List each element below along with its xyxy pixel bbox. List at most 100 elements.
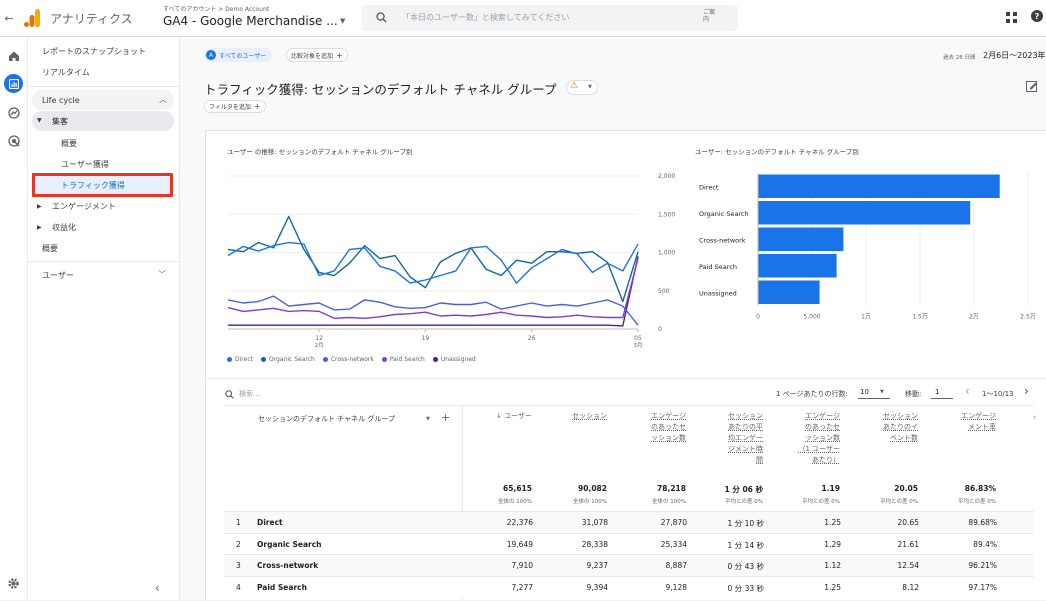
add-dimension-icon[interactable]: + (441, 411, 451, 424)
column-header[interactable]: セッション (572, 412, 607, 420)
explore-icon[interactable] (8, 107, 20, 119)
table-row[interactable]: 3 Cross-network 7,910 9,237 8,887 0 分 43 秒 1.1… (224, 554, 1034, 576)
table-search-input[interactable]: 検索... (239, 390, 260, 398)
add-filter-button[interactable]: フィルタを追加 + (204, 100, 266, 113)
line-chart-title: ユーザー の推移: セッションのデフォルト チャネル グループ別 (227, 148, 413, 156)
bar-cross-network[interactable] (758, 227, 844, 252)
row-rank: 2 (236, 539, 241, 549)
series-line-direct[interactable] (227, 241, 639, 284)
property-dropdown-icon[interactable]: ▼ (340, 17, 346, 25)
help-icon[interactable]: ? (1031, 10, 1043, 22)
column-header[interactable]: エンゲージ のあったセ ッション数 （1 ユーザー あたり） (798, 412, 840, 464)
property-selector[interactable]: GA4 - Google Merchandise ... (163, 14, 338, 28)
series-line-unassigned[interactable] (228, 256, 639, 327)
account-breadcrumb[interactable]: すべてのアカウント > Demo Account (163, 6, 270, 13)
row-cell: 31,078 (581, 518, 608, 527)
home-icon[interactable] (8, 50, 20, 62)
column-header[interactable]: セッション あたりの平 均エンゲー ジメント時間 (728, 412, 763, 464)
legend-item[interactable]: Cross-network (322, 356, 374, 363)
y-tick-label: 500 (658, 288, 670, 295)
column-total-sub: 平均との差 0% (802, 499, 840, 505)
column-header[interactable]: ↓ ユーザー (496, 412, 532, 420)
legend-item[interactable]: Organic Search (260, 356, 315, 363)
nav-overview[interactable]: 概要 (42, 244, 58, 253)
row-cell: 1 分 10 秒 (727, 519, 764, 528)
row-channel-name[interactable]: Organic Search (257, 539, 322, 549)
nav-traffic-acquisition[interactable]: トラフィック獲得 (32, 176, 170, 194)
chevron-down-icon[interactable]: ﹀ (158, 270, 166, 279)
more-columns-icon[interactable]: ↑ (1032, 415, 1038, 422)
row-cell: 7,910 (511, 561, 533, 570)
back-arrow-icon[interactable]: ← (4, 11, 14, 25)
legend-item[interactable]: Unassigned (432, 356, 476, 363)
row-channel-name[interactable]: Direct (257, 518, 283, 527)
bar-paid-search[interactable] (758, 254, 837, 278)
bar-unassigned[interactable] (758, 280, 820, 305)
nav-acquisition-overview[interactable]: 概要 (61, 139, 77, 148)
advertising-icon[interactable] (8, 135, 20, 147)
users-section-header[interactable]: ユーザー (42, 271, 74, 280)
legend-item[interactable]: Paid Search (381, 356, 425, 363)
icon-rail (0, 37, 28, 600)
bar-direct[interactable] (758, 174, 1000, 199)
series-line-cross-network[interactable] (227, 295, 639, 326)
column-header[interactable]: セッション あたりのイ ベント数 (883, 412, 918, 442)
legend-item[interactable]: Direct (227, 356, 253, 363)
edit-report-icon[interactable] (1026, 80, 1038, 92)
goto-input[interactable]: 1 (931, 386, 953, 399)
next-page-icon[interactable]: › (1024, 384, 1029, 398)
add-comparison-button[interactable]: 比較対象を追加 + (286, 48, 348, 62)
line-chart-legend: Direct Organic Search Cross-network Paid Se… (227, 356, 476, 363)
lifecycle-section-header[interactable]: Life cycle ︿ (32, 90, 174, 110)
column-header[interactable]: エンゲージ のあったセ ッション数 (651, 412, 686, 442)
rows-per-page-select[interactable]: 10 ▼ (858, 386, 890, 399)
reports-icon[interactable] (4, 74, 23, 93)
all-users-chip[interactable]: A すべてのユーザー (204, 48, 273, 62)
bar-organic-search[interactable] (758, 201, 971, 225)
series-line-organic-search[interactable] (227, 215, 639, 303)
row-cell: 9,128 (665, 582, 687, 592)
date-range[interactable]: 2月6日〜2023年 (983, 51, 1046, 60)
report-card: ユーザー の推移: セッションのデフォルト チャネル グループ別 2,000 1,… (205, 130, 1046, 601)
title-warning-dropdown[interactable]: ⚠ ▼ (566, 80, 598, 95)
chevron-up-icon: ︿ (159, 95, 167, 104)
row-cell: 21.61 (897, 539, 919, 549)
nav-user-acquisition[interactable]: ユーザー獲得 (61, 160, 109, 169)
column-total-sub: 全体の 100% (498, 499, 532, 505)
nav-group-acquisition[interactable]: ▼ 集客 (32, 111, 174, 131)
settings-gear-icon[interactable] (7, 577, 20, 590)
collapse-nav-icon[interactable]: ‹ (155, 581, 160, 595)
row-cell: 89.4% (973, 539, 997, 549)
legend-dot (381, 357, 387, 362)
column-total: 86.83% (964, 484, 996, 493)
search-input[interactable]: 「本日のユーザー数」と検索してみてください (402, 13, 570, 22)
table-row[interactable]: 4 Paid Search 7,277 9,394 9,128 0 分 33 秒 1.25 8… (224, 575, 1034, 598)
row-cell: 89.68% (968, 518, 997, 527)
nav-reports-snapshot[interactable]: レポートのスナップショット (42, 47, 146, 56)
x-tick-sublabel: 3月 (634, 342, 643, 349)
nav-engagement[interactable]: エンゲージメント (52, 202, 116, 211)
column-total: 90,082 (578, 484, 607, 493)
legend-dot (227, 357, 232, 362)
dimension-header[interactable]: セッションのデフォルト チャネル グループ (258, 415, 395, 423)
column-header[interactable]: エンゲージ メント率 (961, 412, 996, 431)
column-total: 65,615 (503, 484, 532, 493)
apps-grid-icon[interactable] (1006, 12, 1017, 23)
table-row[interactable]: 1 Direct 22,376 31,078 27,870 1 分 10 秒 1.25 20.… (224, 511, 1034, 533)
x-tick-label: 12 (315, 335, 323, 342)
prev-page-icon[interactable]: ‹ (965, 384, 970, 398)
category-label: Direct (699, 183, 719, 191)
dimension-dropdown-icon[interactable]: ▼ (426, 416, 430, 422)
nav-monetization[interactable]: 収益化 (52, 223, 76, 232)
row-channel-name[interactable]: Cross-network (257, 561, 319, 570)
category-label: Organic Search (699, 210, 749, 218)
top-bar: ← アナリティクス すべてのアカウント > Demo Account GA4 -… (0, 0, 1046, 37)
table-row[interactable]: 2 Organic Search 19,649 28,338 25,334 1 分 14 … (224, 532, 1034, 555)
search-bar[interactable]: 「本日のユーザー数」と検索してみてください ご案内 (362, 5, 738, 31)
analytics-logo-icon (24, 9, 40, 27)
column-total: 1.19 (821, 484, 840, 493)
all-users-label: すべてのユーザー (219, 52, 267, 60)
nav-realtime[interactable]: リアルタイム (42, 68, 90, 77)
series-line-paid-search[interactable] (227, 258, 639, 320)
row-channel-name[interactable]: Paid Search (257, 582, 307, 592)
